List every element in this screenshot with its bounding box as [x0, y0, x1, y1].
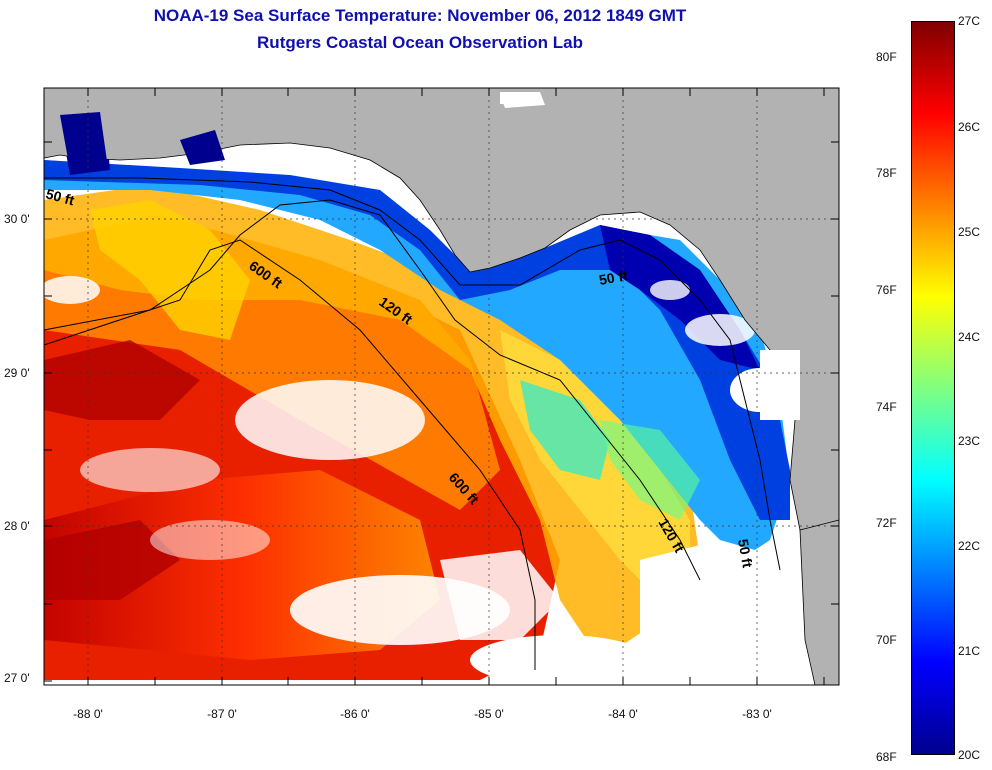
lon-label-83: -83 0' — [742, 707, 772, 721]
colorbar-c-20: 20C — [958, 748, 981, 762]
graticule — [44, 88, 839, 685]
contour-label-50ft-west: 50 ft — [44, 185, 76, 208]
colorbar-c-25: 25C — [958, 225, 981, 239]
contour-label-50ft-south: 50 ft — [735, 538, 756, 569]
colorbar-c-27: 27C — [958, 14, 981, 28]
map-subtitle: Rutgers Coastal Ocean Observation Lab — [257, 33, 583, 52]
map-title: NOAA-19 Sea Surface Temperature: Novembe… — [153, 6, 687, 25]
lon-label-84: -84 0' — [608, 707, 638, 721]
colorbar-c-22: 22C — [958, 539, 981, 553]
colorbar-f-68: 68F — [876, 750, 897, 764]
colorbar-f-80: 80F — [876, 50, 897, 64]
lat-label-28: 28 0' — [4, 519, 30, 533]
land — [43, 87, 840, 686]
bathymetry-contours — [43, 177, 781, 670]
lat-label-29: 29 0' — [4, 366, 30, 380]
colorbar-f-72: 72F — [876, 516, 897, 530]
colorbar-c-26: 26C — [958, 120, 981, 134]
colorbar-f-70: 70F — [876, 633, 897, 647]
colorbar-f-76: 76F — [876, 283, 897, 297]
colorbar-f-74: 74F — [876, 400, 897, 414]
map-frame — [43, 87, 840, 686]
colorbar-c-21: 21C — [958, 644, 981, 658]
colorbar-f-78: 78F — [876, 166, 897, 180]
lon-label-87: -87 0' — [207, 707, 237, 721]
colorbar-c-24: 24C — [958, 330, 981, 344]
contour-label-50ft-east: 50 ft — [598, 267, 629, 288]
lon-label-85: -85 0' — [474, 707, 504, 721]
colorbar-c-23: 23C — [958, 434, 981, 448]
lakes — [500, 92, 800, 420]
lat-label-27: 27 0' — [4, 671, 30, 685]
lon-label-86: -86 0' — [340, 707, 370, 721]
lon-label-88: -88 0' — [73, 707, 103, 721]
temperature-colorbar — [911, 21, 955, 755]
lat-label-30: 30 0' — [4, 212, 30, 226]
